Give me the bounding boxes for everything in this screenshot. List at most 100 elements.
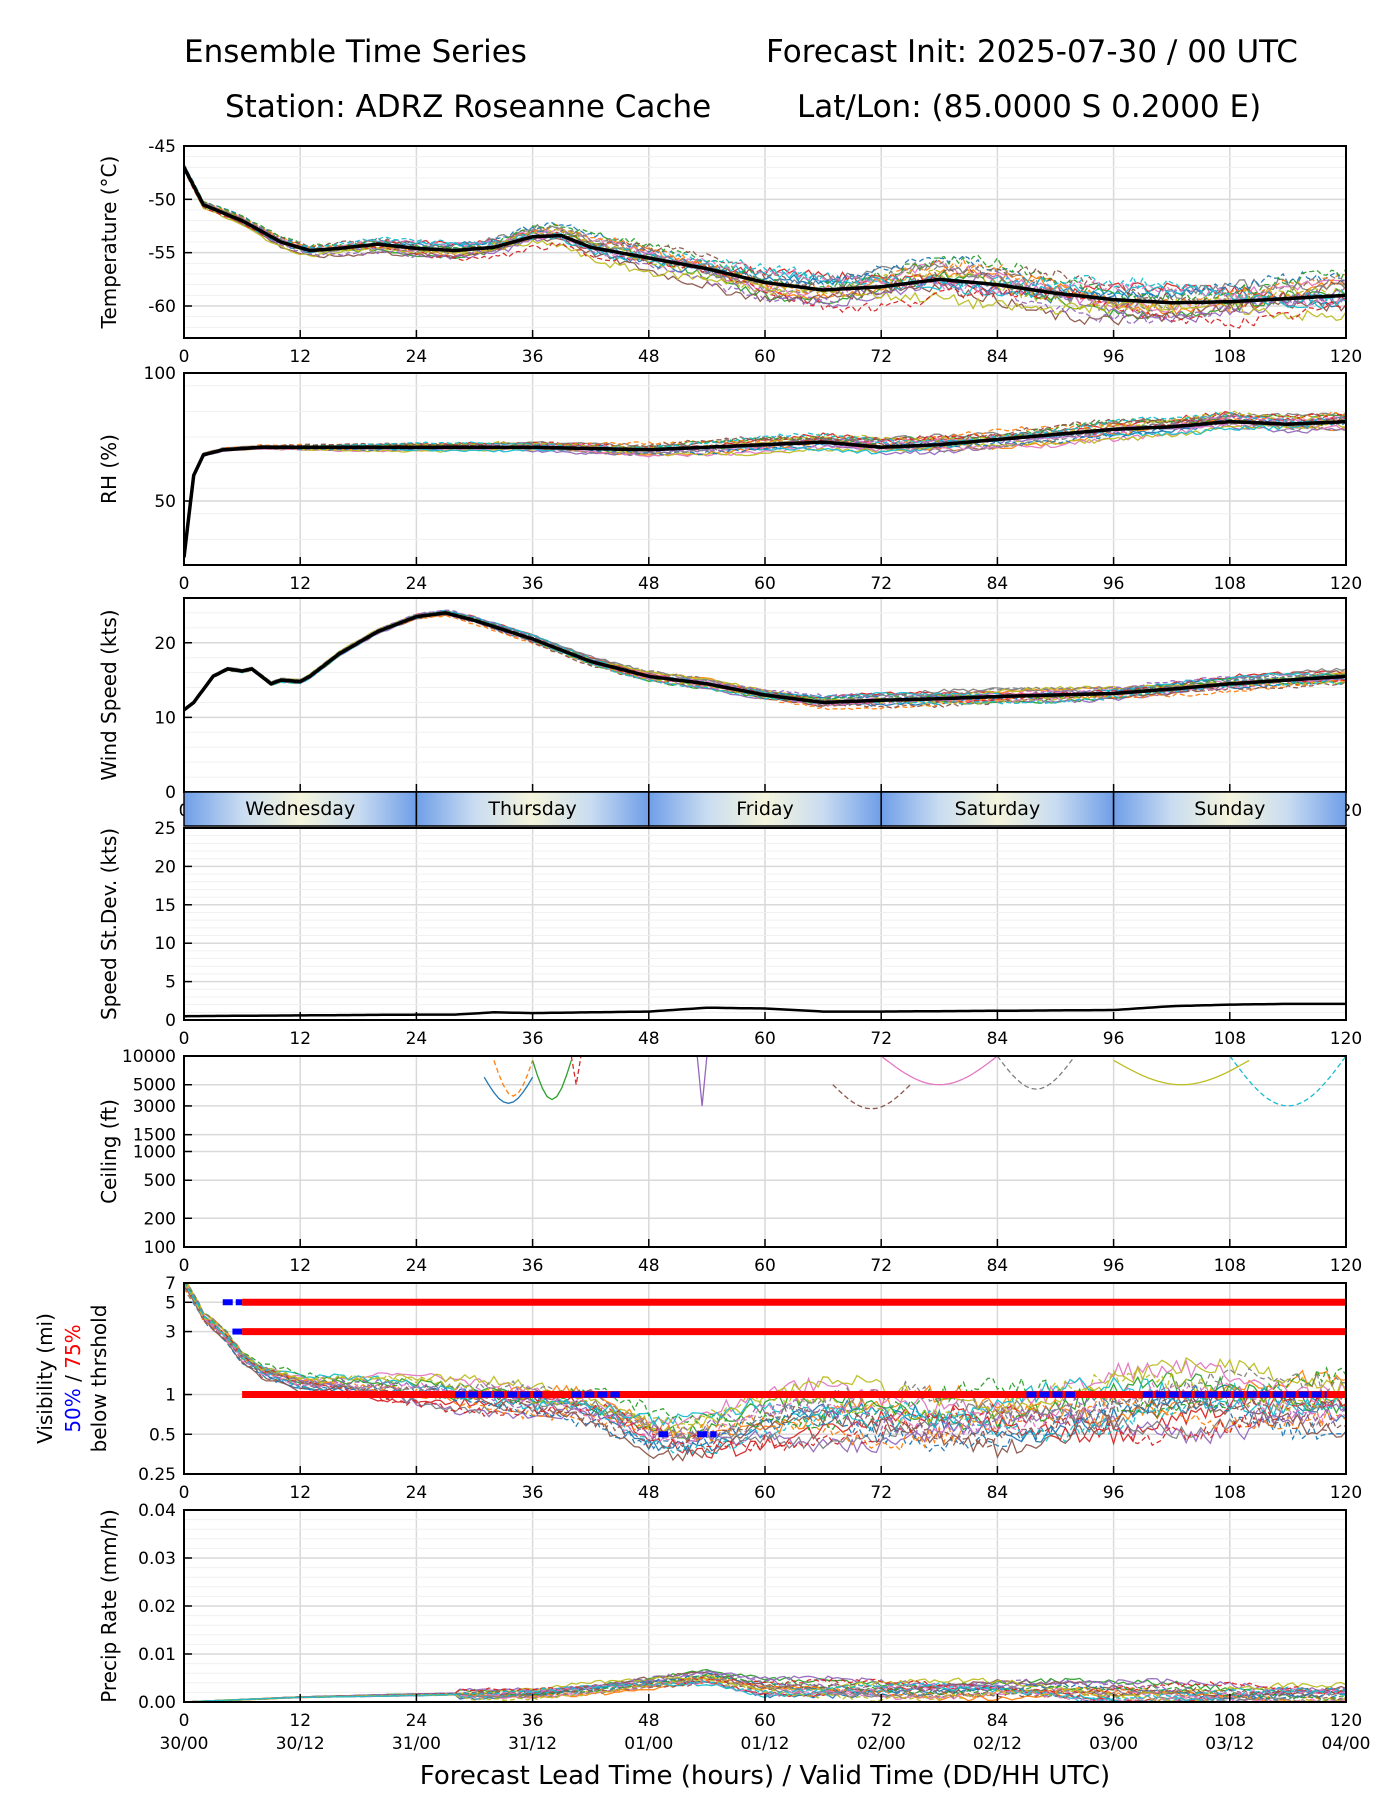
x-tick-label: 84 [987,347,1009,367]
ensemble-member-line [184,163,1346,305]
y-tick-label: 5 [165,1293,176,1313]
ensemble-member-line [184,418,1346,558]
day-label-saturday: Saturday [955,798,1041,820]
x-tick-label: 36 [522,574,544,594]
y-tick-label: 1 [165,1386,176,1406]
x-time-label: 03/00 [1089,1734,1138,1754]
y-tick-label: 25 [154,819,176,839]
x-tick-label: 0 [179,1483,190,1503]
x-tick-label: 12 [289,1029,311,1049]
x-tick-label: 72 [870,1029,892,1049]
y-tick-label: 1000 [133,1143,176,1163]
x-tick-label: 72 [870,1483,892,1503]
ensemble-member-line [184,169,1346,329]
x-tick-label: 60 [754,1256,776,1276]
x-tick-label: 24 [406,347,428,367]
y-tick-label: 100 [144,1238,176,1258]
y-tick-label: 5 [165,973,176,993]
y-tick-label: 0.04 [138,1501,176,1521]
y-tick-label: 0.25 [138,1465,176,1485]
y-tick-label: 10000 [122,1047,176,1067]
ensemble-member-line [880,1056,998,1086]
x-tick-label: 84 [987,1711,1009,1731]
day-label-thursday: Thursday [487,798,576,820]
x-tick-label: 24 [406,1483,428,1503]
x-axis-label: Forecast Lead Time (hours) / Valid Time … [420,1761,1110,1791]
y-axis-label-threshold: below thrshold [87,1305,111,1453]
ensemble-member-line [184,411,1346,558]
y-tick-label: 3000 [133,1097,176,1117]
y-axis-label-wind: Wind Speed (kts) [97,609,121,780]
x-time-label: 03/12 [1205,1734,1254,1754]
x-tick-label: 60 [754,1029,776,1049]
ensemble-member-line [184,167,1346,308]
day-cell-friday [648,791,882,827]
x-tick-label: 48 [638,1483,660,1503]
ensemble-member-line [832,1084,911,1110]
x-tick-label: 12 [289,1711,311,1731]
y-tick-label: 500 [144,1171,176,1191]
x-tick-label: 60 [754,1711,776,1731]
x-tick-label: 120 [1330,1711,1362,1731]
y-tick-label: 7 [165,1274,176,1294]
y-tick-label: -60 [148,297,176,317]
x-tick-label: 24 [406,1256,428,1276]
y-tick-label: 20 [154,634,176,654]
y-tick-label: 0.00 [138,1693,176,1713]
y-tick-label: 0 [165,1011,176,1031]
x-tick-label: 0 [179,1029,190,1049]
y-axis-label-75: 75% [61,1324,85,1368]
ensemble-member-line [184,1283,1346,1459]
x-tick-label: 24 [406,574,428,594]
day-cell-sunday [1112,791,1347,827]
x-time-label: 30/00 [160,1734,209,1754]
x-tick-label: 96 [1103,574,1125,594]
ensemble-mean-line [184,1002,1346,1018]
ensemble-member-line [184,168,1346,326]
x-tick-label: 96 [1103,1483,1125,1503]
x-tick-label: 96 [1103,1256,1125,1276]
x-tick-label: 72 [870,1711,892,1731]
x-tick-label: 108 [1214,1029,1246,1049]
ensemble-member-line [184,1283,1346,1447]
y-tick-label: 0.01 [138,1645,176,1665]
ensemble-member-line [483,1076,534,1104]
x-time-label: 01/00 [624,1734,673,1754]
x-tick-label: 108 [1214,347,1246,367]
x-tick-label: 12 [289,347,311,367]
ensemble-member-line [996,1056,1076,1090]
y-tick-label: 5000 [133,1076,176,1096]
day-label-friday: Friday [736,798,794,820]
x-tick-label: 0 [179,347,190,367]
x-tick-label: 96 [1103,1711,1125,1731]
x-tick-label: 60 [754,574,776,594]
latlon-label: Lat/Lon: (85.0000 S 0.2000 E) [797,89,1262,125]
day-label-wednesday: Wednesday [245,798,355,820]
x-tick-label: 48 [638,1256,660,1276]
x-tick-label: 120 [1330,574,1362,594]
x-tick-label: 36 [522,1256,544,1276]
x-tick-label: 72 [870,1256,892,1276]
y-axis-label-50: 50% [61,1388,85,1432]
x-time-label: 31/12 [508,1734,557,1754]
x-tick-label: 96 [1103,1029,1125,1049]
x-tick-label: 48 [638,347,660,367]
x-tick-label: 60 [754,347,776,367]
y-tick-label: 0 [165,783,176,803]
ensemble-member-line [184,165,1346,312]
chart-title-right: Forecast Init: 2025-07-30 / 00 UTC [766,34,1298,70]
x-tick-label: 120 [1330,1256,1362,1276]
x-time-label: 01/12 [741,1734,790,1754]
x-tick-label: 120 [1330,1029,1362,1049]
y-axis-label-ceiling: Ceiling (ft) [97,1099,121,1204]
ensemble-members-wind [184,609,1346,712]
ensemble-member-line [696,1056,708,1106]
y-tick-label: 0.02 [138,1597,176,1617]
x-tick-label: 108 [1214,1483,1246,1503]
ensemble-member-line [570,1056,582,1085]
x-tick-label: 120 [1330,1483,1362,1503]
x-tick-label: 96 [1103,347,1125,367]
ensemble-member-line [184,1283,1346,1443]
x-tick-label: 84 [987,1029,1009,1049]
day-cell-thursday [415,791,650,827]
